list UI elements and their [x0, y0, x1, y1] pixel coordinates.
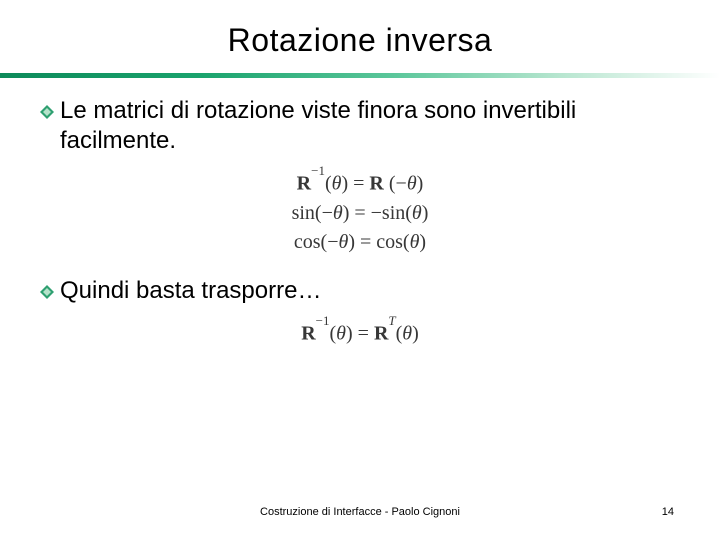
equation-block-1: R−1(θ) = R (−θ) sin(−θ) = −sin(θ) cos(−θ… — [40, 170, 680, 254]
slide-title: Rotazione inversa — [0, 0, 720, 73]
equation-line: R−1(θ) = RT(θ) — [40, 320, 680, 346]
footer-text: Costruzione di Interfacce - Paolo Cignon… — [260, 506, 460, 518]
equation-line: sin(−θ) = −sin(θ) — [40, 202, 680, 225]
bullet-text: Le matrici di rotazione viste finora son… — [60, 96, 680, 156]
bullet-item: Quindi basta trasporre… — [40, 276, 680, 306]
equation-block-2: R−1(θ) = RT(θ) — [40, 320, 680, 346]
page-number: 14 — [662, 506, 674, 518]
equation-line: cos(−θ) = cos(θ) — [40, 231, 680, 254]
bullet-item: Le matrici di rotazione viste finora son… — [40, 96, 680, 156]
diamond-icon — [40, 285, 54, 304]
bullet-text: Quindi basta trasporre… — [60, 276, 321, 306]
footer: Costruzione di Interfacce - Paolo Cignon… — [0, 506, 720, 518]
slide: Rotazione inversa Le matrici di rotazion… — [0, 0, 720, 540]
equation-line: R−1(θ) = R (−θ) — [40, 170, 680, 196]
slide-content: Le matrici di rotazione viste finora son… — [0, 78, 720, 345]
diamond-icon — [40, 105, 54, 124]
